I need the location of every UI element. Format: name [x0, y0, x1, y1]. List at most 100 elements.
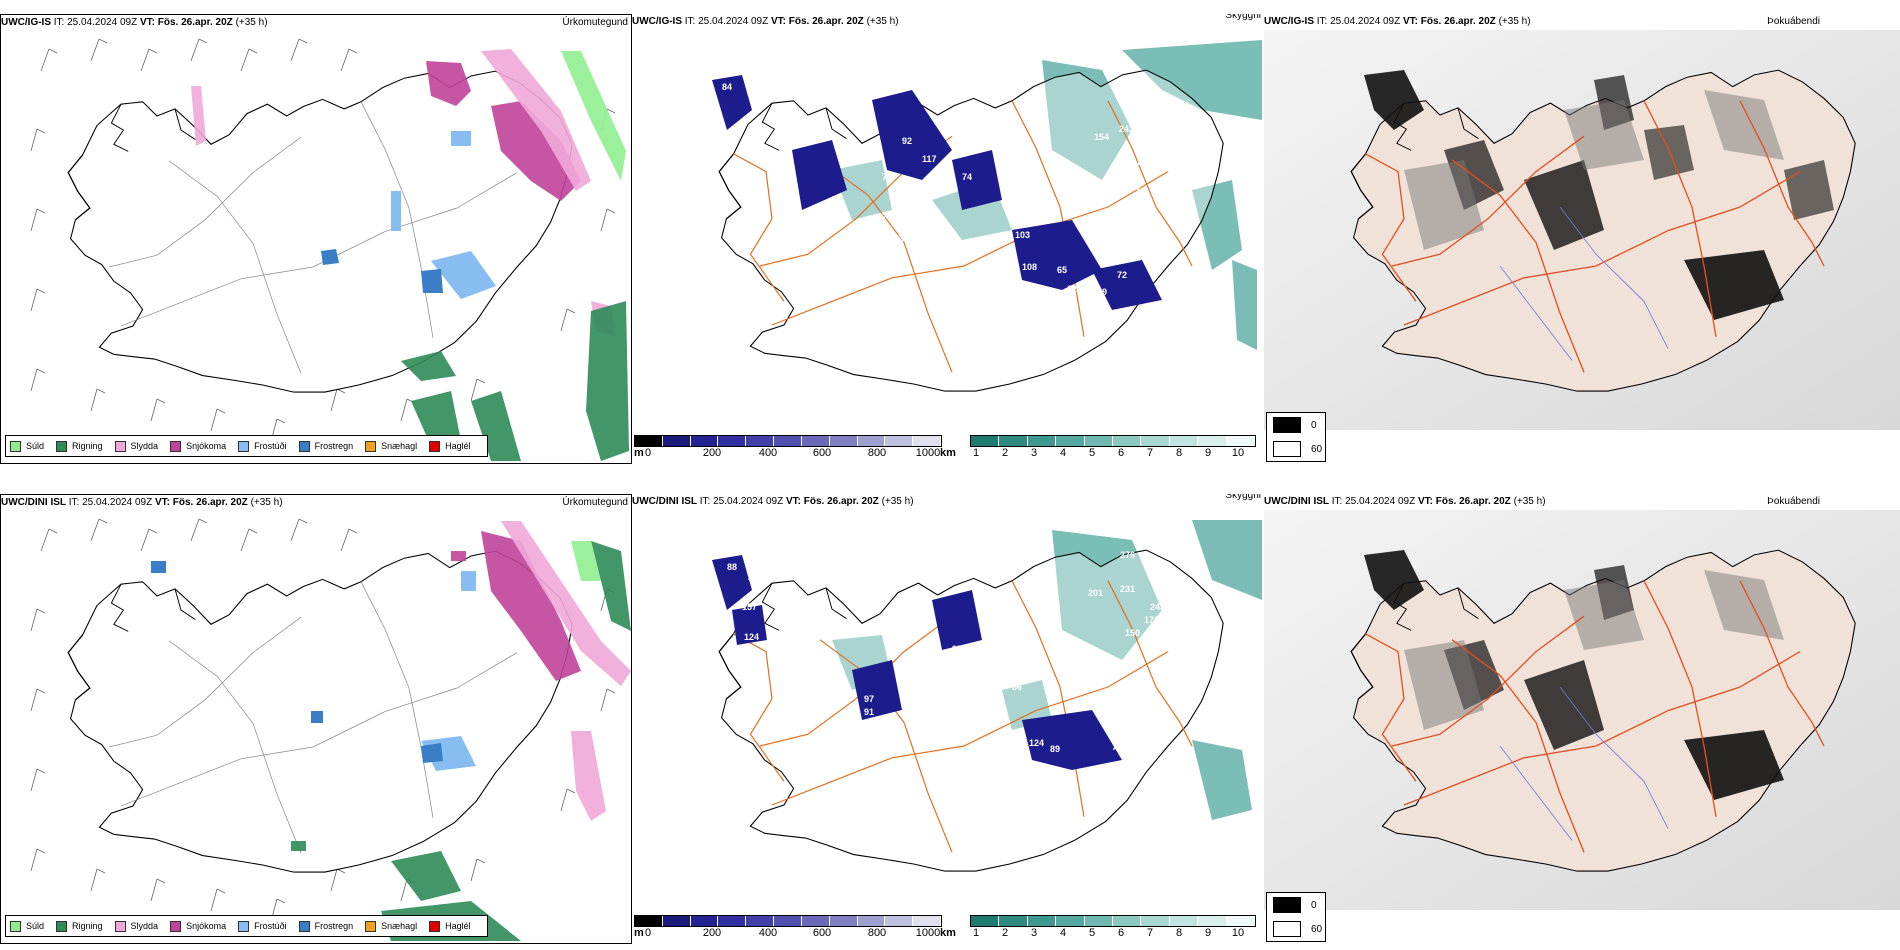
svg-text:129: 129 — [1067, 284, 1082, 294]
svg-text:65: 65 — [1057, 265, 1067, 275]
panel-header: UWC/DINI ISL IT: 25.04.2024 09Z VT: Fös.… — [1264, 494, 1900, 510]
panel-header: UWC/IG-IS IT: 25.04.2024 09Z VT: Fös. 26… — [1, 15, 631, 31]
lead-time: (+35 h) — [866, 16, 899, 27]
vis-tick: 10 — [1231, 927, 1245, 939]
model-name: UWC/DINI ISL — [1264, 496, 1329, 507]
roads — [108, 581, 518, 854]
roads — [1365, 580, 1825, 853]
fog-panel-row1: UWC/IG-IS IT: 25.04.2024 09Z VT: Fös. 26… — [1264, 14, 1900, 464]
vis-tick: 3 — [1030, 447, 1038, 459]
vt-label: VT: — [770, 16, 786, 27]
svg-text:79: 79 — [882, 250, 892, 260]
cloud-base-unit: m — [634, 927, 644, 939]
valid-time: Fös. 26.apr. 20Z — [1435, 496, 1511, 507]
panel-header: UWC/DINI ISL IT: 25.04.2024 09Z VT: Fös.… — [1, 495, 631, 511]
cloud-tick: 0 — [644, 927, 652, 939]
freezing-rain-areas — [151, 561, 443, 763]
fog-panel-row2: UWC/DINI ISL IT: 25.04.2024 09Z VT: Fös.… — [1264, 494, 1900, 944]
init-time: 25.04.2024 09Z — [698, 16, 769, 27]
svg-text:231: 231 — [1120, 584, 1135, 594]
legend-item: Frostregn — [298, 440, 353, 452]
valid-time: Fös. 26.apr. 20Z — [172, 497, 248, 508]
it-label: IT: — [53, 17, 65, 28]
svg-text:77: 77 — [882, 172, 892, 182]
legend-item: Frostúði — [238, 920, 287, 932]
cloud-tick: 600 — [812, 927, 832, 939]
svg-text:73: 73 — [747, 572, 757, 582]
visibility-map: 88 73 157 124 86 97 91 95 18 83 86 124 8… — [712, 520, 1262, 872]
svg-text:89: 89 — [1050, 744, 1060, 754]
panel-title: Skyggni — [1225, 494, 1261, 501]
visibility-panel-row1: UWC/IG-IS IT: 25.04.2024 09Z VT: Fös. 26… — [632, 14, 1264, 464]
vis-tick: 5 — [1088, 447, 1096, 459]
model-name: UWC/DINI ISL — [632, 496, 697, 507]
lead-time: (+35 h) — [1498, 16, 1531, 27]
rivers — [1499, 686, 1669, 841]
precip-legend: Súld Rigning Slydda Snjókoma Frostúði Fr… — [5, 915, 488, 937]
valid-time: Fös. 26.apr. 20Z — [803, 496, 879, 507]
legend-item: Snæhagl — [365, 920, 417, 932]
svg-text:243: 243 — [1150, 602, 1165, 612]
legend-item: Frostregn — [298, 920, 353, 932]
svg-text:18: 18 — [934, 688, 944, 698]
svg-text:72: 72 — [1117, 270, 1127, 280]
svg-text:99: 99 — [1097, 287, 1107, 297]
visibility-panel-row2: UWC/DINI ISL IT: 25.04.2024 09Z VT: Fös.… — [632, 494, 1264, 944]
swatch-snow — [170, 440, 182, 452]
lead-time: (+35 h) — [235, 17, 268, 28]
cloud-tick: 800 — [867, 927, 887, 939]
vis-tick: 2 — [1001, 447, 1009, 459]
legend-item: Súld — [10, 440, 44, 452]
fog-legend-row: 60 — [1267, 917, 1325, 941]
lead-time: (+35 h) — [250, 497, 283, 508]
freezing-rain-areas — [321, 249, 443, 293]
panel-header: UWC/IG-IS IT: 25.04.2024 09Z VT: Fös. 26… — [632, 14, 1264, 30]
vis-tick: 9 — [1204, 447, 1212, 459]
svg-text:276: 276 — [1120, 550, 1135, 560]
svg-text:117: 117 — [922, 154, 937, 164]
model-name: UWC/IG-IS — [1264, 16, 1314, 27]
swatch-freezing-rain — [298, 440, 310, 452]
cloud-base-areas — [712, 75, 1162, 310]
svg-text:93: 93 — [922, 202, 932, 212]
svg-text:63: 63 — [932, 187, 942, 197]
panel-title: Skyggni — [1225, 14, 1261, 21]
panel-title: Úrkomutegund — [562, 497, 628, 508]
legend-item: Snjókoma — [170, 920, 226, 932]
vis-tick: 7 — [1146, 927, 1154, 939]
vis-tick: 10 — [1231, 447, 1245, 459]
init-time: 25.04.2024 09Z — [67, 17, 138, 28]
roads — [733, 100, 1193, 373]
svg-text:182: 182 — [1177, 632, 1192, 642]
fog-legend: 0 60 — [1266, 892, 1326, 942]
drizzle-areas — [571, 541, 601, 581]
legend-item: Snæhagl — [365, 440, 417, 452]
svg-text:88: 88 — [932, 270, 942, 280]
svg-text:87: 87 — [1037, 207, 1047, 217]
vt-label: VT: — [139, 17, 155, 28]
legend-item: Súld — [10, 920, 44, 932]
roads — [1365, 100, 1825, 373]
svg-text:84: 84 — [722, 82, 732, 92]
vis-tick: 4 — [1059, 927, 1067, 939]
swatch-snow-pellets — [365, 440, 377, 452]
vis-tick: 3 — [1030, 927, 1038, 939]
legend-item: Slydda — [114, 440, 158, 452]
svg-text:362: 362 — [1007, 212, 1022, 222]
wind-barbs — [30, 518, 616, 922]
init-time: 25.04.2024 09Z — [1345, 496, 1416, 507]
roads — [733, 580, 1193, 853]
vis-tick: 8 — [1175, 447, 1183, 459]
svg-text:154: 154 — [1094, 132, 1109, 142]
panel-header: UWC/IG-IS IT: 25.04.2024 09Z VT: Fös. 26… — [1264, 14, 1900, 30]
svg-text:103: 103 — [1015, 230, 1030, 240]
legend-item: Snjókoma — [170, 440, 226, 452]
legend-item: Haglél — [429, 440, 471, 452]
vis-tick: 1 — [972, 927, 980, 939]
fog-grey-areas — [1404, 90, 1784, 250]
fog-dark-areas — [1364, 70, 1834, 320]
visibility-unit: km — [940, 927, 956, 939]
swatch-sleet — [114, 440, 126, 452]
it-label: IT: — [684, 16, 696, 27]
fog-map — [1264, 30, 1900, 430]
